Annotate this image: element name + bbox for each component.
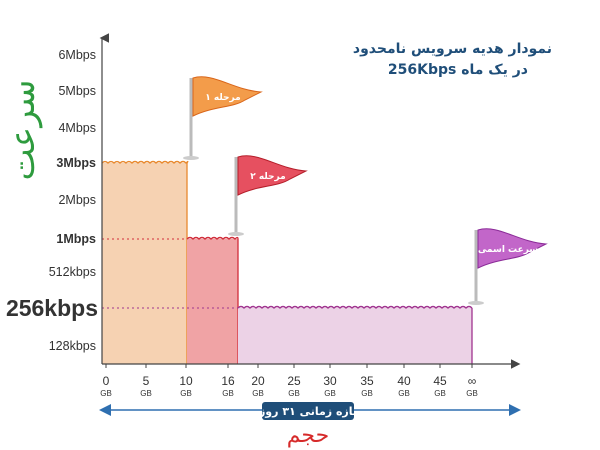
x-tick-label: 10	[179, 374, 193, 388]
x-tick-unit: GB	[361, 389, 373, 398]
x-tick-unit: GB	[434, 389, 446, 398]
flag-label-2: مرحله ۲	[250, 172, 285, 182]
flag-3	[477, 228, 548, 269]
flag-1	[192, 76, 263, 117]
chart-title-line2: 256Kbps در یک ماه	[388, 62, 528, 78]
x-tick-label: 45	[433, 374, 447, 388]
y-tick-label: 4Mbps	[58, 121, 96, 135]
y-axis-label: سرعت	[3, 80, 43, 181]
segment-top-1	[101, 160, 189, 164]
x-tick-label: 16	[221, 374, 235, 388]
y-tick-label: 2Mbps	[58, 193, 96, 207]
chart-title-line1: نمودار هدیه سرویس نامحدود	[353, 41, 552, 57]
segment-area-3	[238, 308, 472, 364]
x-tick-unit: GB	[140, 389, 152, 398]
x-axis-label: حجم	[287, 423, 329, 448]
flag-label-1: مرحله ۱	[205, 93, 240, 103]
flag-label-3: سرعت اسمی	[478, 245, 538, 255]
x-tick-unit: GB	[466, 389, 478, 398]
y-tick-label: 1Mbps	[56, 232, 96, 246]
segment-top-2	[186, 236, 239, 240]
x-tick-label: 40	[397, 374, 411, 388]
x-tick-unit: GB	[288, 389, 300, 398]
x-tick-unit: GB	[252, 389, 264, 398]
y-ticks: 128kbps 256kbps 512kbps 1Mbps 2Mbps 3Mbps 4Mbp…	[6, 48, 98, 353]
x-tick-label: 5	[143, 374, 150, 388]
y-tick-label: 5Mbps	[58, 84, 96, 98]
x-tick-label: 30	[323, 374, 337, 388]
y-tick-label: 128kbps	[49, 339, 96, 353]
x-tick-label: 20	[251, 374, 265, 388]
x-tick-label: ∞	[468, 374, 477, 388]
x-tick-label: 35	[360, 374, 374, 388]
x-tick-unit: GB	[100, 389, 112, 398]
x-tick-unit: GB	[180, 389, 192, 398]
x-tick-unit: GB	[398, 389, 410, 398]
y-tick-label: 256kbps	[6, 295, 98, 321]
y-tick-label: 3Mbps	[56, 156, 96, 170]
flag-base-1	[183, 156, 199, 160]
x-tick-label: 25	[287, 374, 301, 388]
y-tick-label: 512kbps	[49, 265, 96, 279]
axes	[99, 33, 521, 369]
flag-base-2	[228, 232, 244, 236]
segment-top-3	[237, 305, 473, 309]
y-tick-label: 6Mbps	[58, 48, 96, 62]
period-label: بازه زمانی ۳۱ روز	[258, 405, 357, 418]
segment-area-1	[102, 163, 187, 364]
flag-base-3	[468, 301, 484, 305]
period-badge	[262, 402, 354, 420]
x-tick-unit: GB	[222, 389, 234, 398]
x-ticks: 0GB5GB10GB16GB20GB25GB30GB35GB40GB45GB∞G…	[100, 364, 478, 398]
segment-area-2	[187, 239, 238, 364]
flags: مرحله ۱ مرحله ۲ سرعت اسمی	[183, 76, 548, 305]
x-tick-label: 0	[103, 374, 110, 388]
x-tick-unit: GB	[324, 389, 336, 398]
speed-areas	[101, 160, 473, 364]
flag-2	[237, 155, 308, 196]
